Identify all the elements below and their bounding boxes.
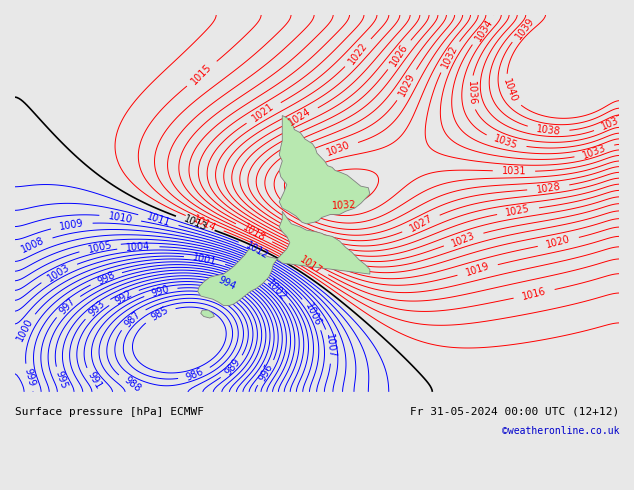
Text: 1024: 1024 bbox=[287, 106, 313, 128]
Text: 996: 996 bbox=[258, 363, 275, 383]
Polygon shape bbox=[279, 116, 370, 224]
Text: 1018: 1018 bbox=[241, 222, 267, 244]
Text: 1026: 1026 bbox=[389, 42, 410, 68]
Text: 1019: 1019 bbox=[464, 261, 491, 278]
Text: 1029: 1029 bbox=[397, 72, 417, 98]
Text: 985: 985 bbox=[149, 305, 170, 323]
Text: 1016: 1016 bbox=[521, 286, 547, 302]
Text: 1023: 1023 bbox=[450, 230, 477, 248]
Text: 989: 989 bbox=[223, 357, 242, 377]
Text: 1032: 1032 bbox=[332, 199, 357, 211]
Text: 1010: 1010 bbox=[107, 211, 133, 224]
Text: 1025: 1025 bbox=[505, 204, 531, 218]
Text: 1004: 1004 bbox=[126, 241, 151, 253]
Text: 1006: 1006 bbox=[303, 301, 323, 327]
Text: 1012: 1012 bbox=[244, 240, 271, 261]
Text: 1037: 1037 bbox=[600, 113, 626, 132]
Text: 986: 986 bbox=[184, 367, 205, 383]
Text: 1008: 1008 bbox=[20, 235, 46, 255]
Text: ©weatheronline.co.uk: ©weatheronline.co.uk bbox=[501, 426, 619, 436]
Text: 1033: 1033 bbox=[581, 143, 608, 161]
Text: 1032: 1032 bbox=[439, 44, 459, 70]
Text: 1020: 1020 bbox=[545, 234, 572, 250]
Text: 1036: 1036 bbox=[466, 80, 477, 105]
Text: 1039: 1039 bbox=[514, 16, 536, 41]
Text: 1003: 1003 bbox=[46, 262, 72, 283]
Text: 992: 992 bbox=[113, 288, 134, 306]
Text: 1011: 1011 bbox=[145, 211, 172, 228]
Text: Fr 31-05-2024 00:00 UTC (12+12): Fr 31-05-2024 00:00 UTC (12+12) bbox=[410, 407, 619, 417]
Text: 1035: 1035 bbox=[493, 133, 519, 151]
Text: 1031: 1031 bbox=[501, 166, 526, 176]
Text: 1028: 1028 bbox=[535, 181, 561, 195]
Text: 987: 987 bbox=[122, 309, 142, 329]
Text: 1001: 1001 bbox=[192, 252, 218, 267]
Polygon shape bbox=[198, 211, 370, 305]
Polygon shape bbox=[201, 310, 214, 318]
Text: 993: 993 bbox=[87, 298, 107, 318]
Text: 1030: 1030 bbox=[325, 140, 351, 158]
Text: Surface pressure [hPa] ECMWF: Surface pressure [hPa] ECMWF bbox=[15, 407, 204, 417]
Text: 1017: 1017 bbox=[297, 254, 323, 276]
Text: 1000: 1000 bbox=[15, 316, 35, 343]
Text: 998: 998 bbox=[96, 270, 117, 287]
Text: 991: 991 bbox=[86, 370, 104, 391]
Text: 1015: 1015 bbox=[190, 61, 214, 86]
Text: 1002: 1002 bbox=[264, 277, 288, 302]
Text: 995: 995 bbox=[54, 370, 69, 391]
Text: 997: 997 bbox=[58, 296, 77, 317]
Text: 1021: 1021 bbox=[250, 101, 276, 124]
Text: 1027: 1027 bbox=[408, 213, 434, 234]
Text: 994: 994 bbox=[217, 275, 238, 292]
Text: 1034: 1034 bbox=[473, 17, 495, 43]
Text: 1009: 1009 bbox=[59, 218, 84, 232]
Text: 1013: 1013 bbox=[182, 214, 209, 233]
Text: 1005: 1005 bbox=[87, 240, 113, 255]
Text: 988: 988 bbox=[122, 374, 143, 394]
Text: 1007: 1007 bbox=[324, 334, 337, 359]
Text: 1038: 1038 bbox=[536, 124, 561, 137]
Text: 1022: 1022 bbox=[347, 40, 370, 66]
Text: 999: 999 bbox=[22, 368, 36, 388]
Text: 1014: 1014 bbox=[191, 214, 218, 233]
Text: 990: 990 bbox=[150, 284, 171, 299]
Text: 1040: 1040 bbox=[501, 77, 519, 104]
